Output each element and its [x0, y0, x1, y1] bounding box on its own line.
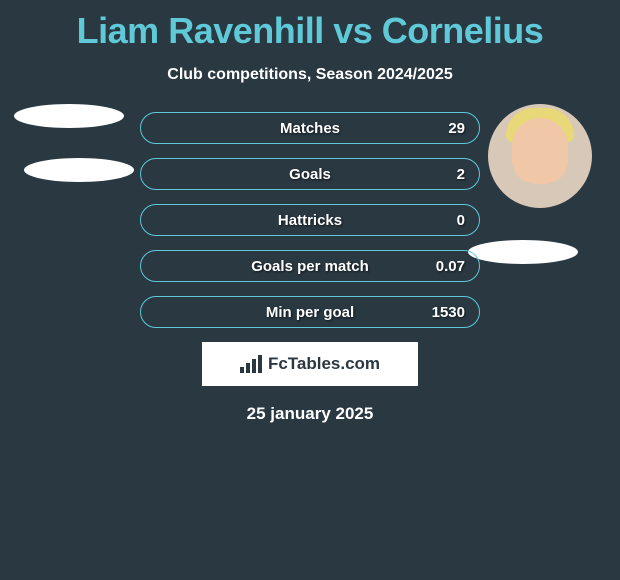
stat-row-min-per-goal: Min per goal 1530: [140, 296, 480, 328]
stat-label: Min per goal: [266, 304, 354, 321]
page-title: Liam Ravenhill vs Cornelius: [0, 0, 620, 52]
bar-chart-icon: [240, 355, 262, 373]
ellipse-shape: [24, 158, 134, 182]
stat-value-right: 29: [448, 120, 465, 137]
stats-list: Matches 29 Goals 2 Hattricks 0 Goals per…: [140, 112, 480, 328]
player-right-avatar-area: [488, 104, 592, 208]
date-label: 25 january 2025: [0, 404, 620, 424]
stat-value-right: 1530: [432, 304, 465, 321]
player-avatar: [488, 104, 592, 208]
subtitle: Club competitions, Season 2024/2025: [0, 66, 620, 84]
content-area: Matches 29 Goals 2 Hattricks 0 Goals per…: [0, 112, 620, 424]
stat-row-goals: Goals 2: [140, 158, 480, 190]
stat-value-right: 2: [457, 166, 465, 183]
stat-label: Matches: [280, 120, 340, 137]
stat-row-goals-per-match: Goals per match 0.07: [140, 250, 480, 282]
stat-row-hattricks: Hattricks 0: [140, 204, 480, 236]
stat-label: Goals per match: [251, 258, 369, 275]
stat-row-matches: Matches 29: [140, 112, 480, 144]
ellipse-shape: [468, 240, 578, 264]
avatar-face-shape: [512, 118, 568, 184]
brand-box: FcTables.com: [202, 342, 418, 386]
brand-text: FcTables.com: [268, 354, 380, 374]
ellipse-shape: [14, 104, 124, 128]
stat-label: Goals: [289, 166, 331, 183]
stat-value-right: 0: [457, 212, 465, 229]
stat-value-right: 0.07: [436, 258, 465, 275]
stat-label: Hattricks: [278, 212, 342, 229]
